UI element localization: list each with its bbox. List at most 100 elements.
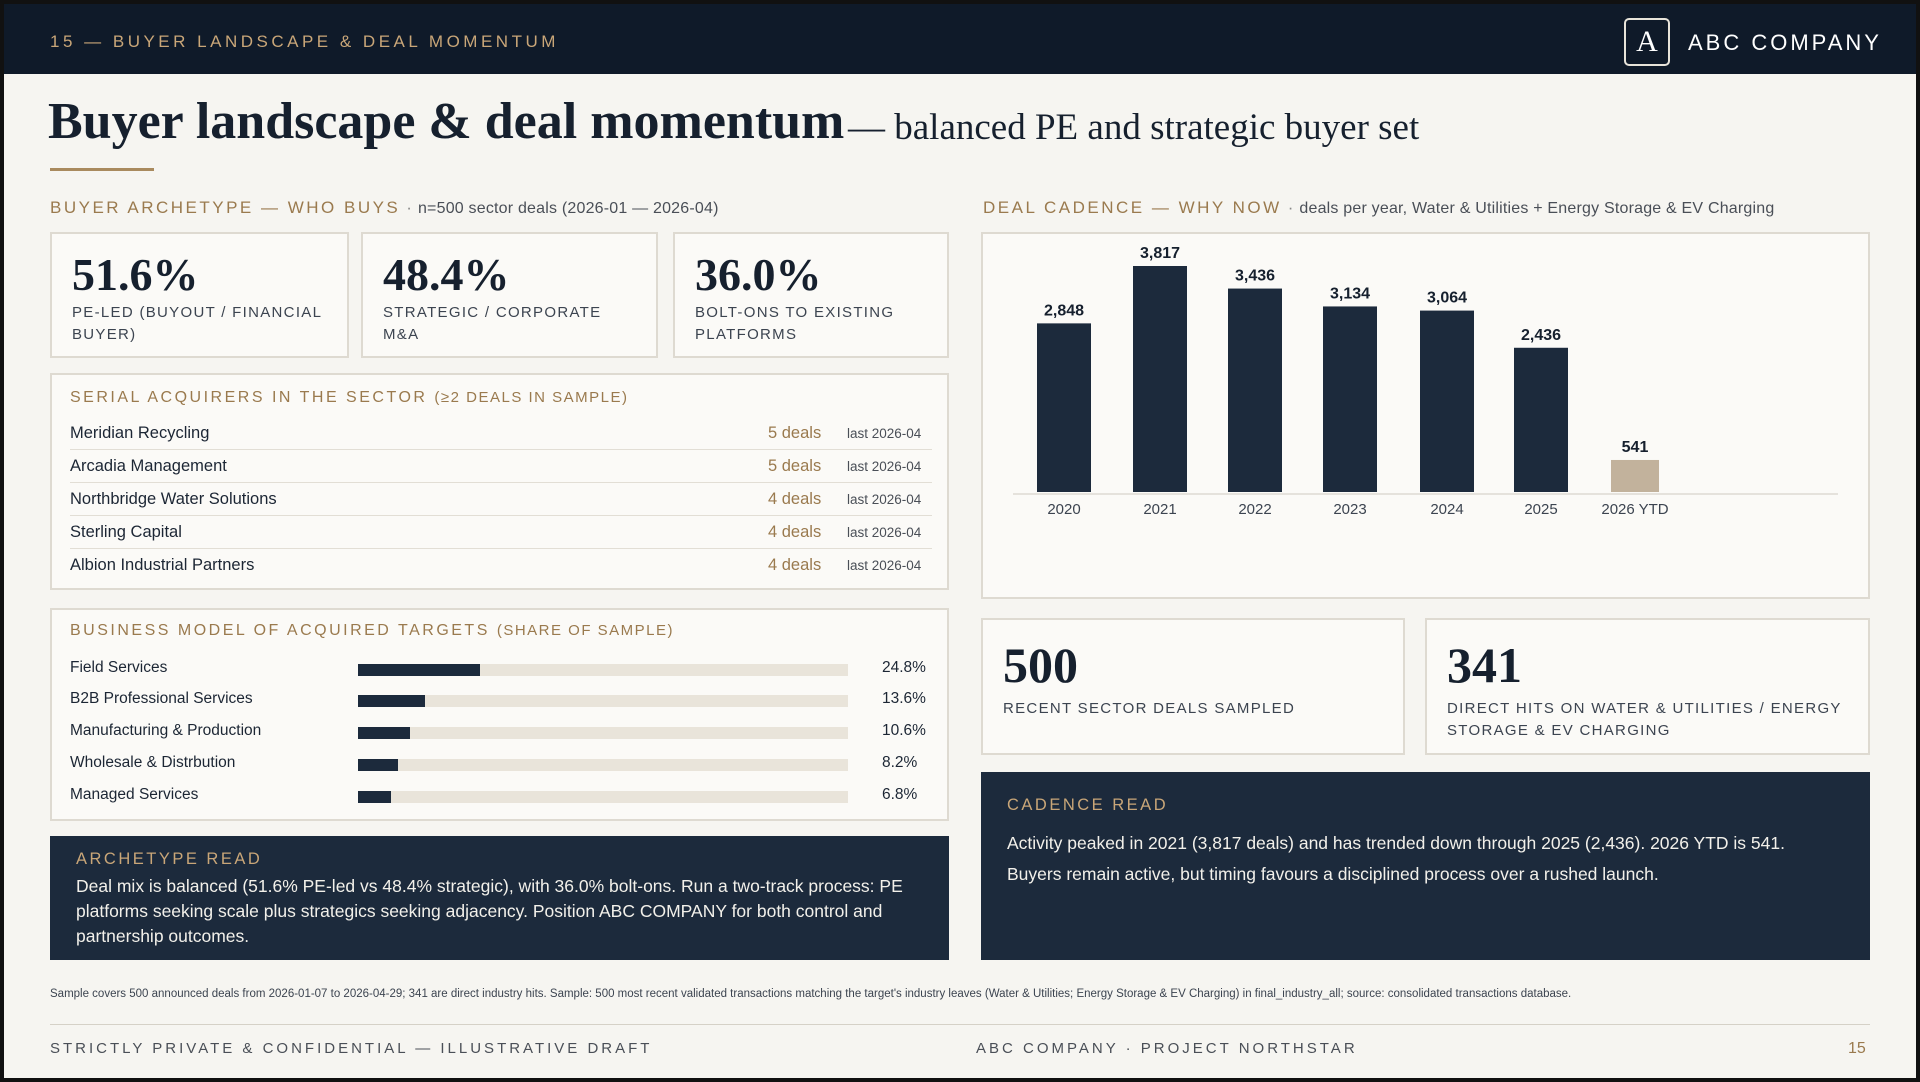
list-item: Meridian Recycling 5 deals last 2026-04 xyxy=(70,417,932,450)
acquirer-name: Northbridge Water Solutions xyxy=(70,490,277,508)
bar-track xyxy=(358,791,848,803)
bar-fill xyxy=(358,727,410,739)
acquirer-deals: 5 deals xyxy=(768,457,822,475)
x-tick-label: 2021 xyxy=(1143,501,1176,518)
list-item: Albion Industrial Partners 4 deals last … xyxy=(70,549,932,582)
kpi-label: BOLT-ONS TO EXISTING PLATFORMS xyxy=(695,304,895,343)
title-underline xyxy=(50,168,154,171)
kpi-card-pe: 51.6% PE-LED (BUYOUT / FINANCIAL BUYER) xyxy=(50,232,349,358)
bar-row-value: 8.2% xyxy=(882,754,918,771)
bar-track xyxy=(358,664,848,676)
data-label: 3,064 xyxy=(1427,290,1467,307)
archetype-sep: · xyxy=(406,198,412,217)
kpi-card-boltons: 36.0% BOLT-ONS TO EXISTING PLATFORMS xyxy=(673,232,949,358)
bar-row-value: 6.8% xyxy=(882,786,918,803)
x-tick-label: 2020 xyxy=(1047,501,1080,518)
kpi-value: 36.0% xyxy=(695,249,822,300)
page-number: 15 xyxy=(1848,1040,1866,1057)
acquirer-name: Meridian Recycling xyxy=(70,424,210,442)
bar-row-label: Managed Services xyxy=(70,786,199,803)
bar-fill xyxy=(358,695,425,707)
company-name: ABC COMPANY xyxy=(1688,30,1882,55)
bar-2024 xyxy=(1420,310,1474,492)
list-item: Arcadia Management 5 deals last 2026-04 xyxy=(70,450,932,483)
bar-fill xyxy=(358,664,480,676)
cadence-read-panel: CADENCE READ Activity peaked in 2021 (3,… xyxy=(981,772,1870,960)
cadence-read-title: CADENCE READ xyxy=(1007,796,1169,814)
confidentiality-note: STRICTLY PRIVATE & CONFIDENTIAL — ILLUST… xyxy=(50,1040,653,1057)
x-tick-label: 2022 xyxy=(1238,501,1271,518)
business-model-card: BUSINESS MODEL OF ACQUIRED TARGETS (SHAR… xyxy=(50,608,949,821)
kpi-card-strategic: 48.4% STRATEGIC / CORPORATE M&A xyxy=(361,232,658,358)
data-label: 3,134 xyxy=(1330,285,1370,302)
bar-2026-ytd xyxy=(1611,459,1659,492)
bar-row: Managed Services 6.8% xyxy=(70,781,932,811)
kpi-label: STRATEGIC / CORPORATE M&A xyxy=(383,304,602,343)
bar-row-value: 24.8% xyxy=(882,659,926,676)
acquirer-last: last 2026-04 xyxy=(847,558,922,573)
kpi-card-direct-hits: 341 DIRECT HITS ON WATER & UTILITIES / E… xyxy=(1425,618,1870,755)
business-model-title-note: (SHARE OF SAMPLE) xyxy=(496,622,675,639)
business-model-title: BUSINESS MODEL OF ACQUIRED TARGETS (SHAR… xyxy=(70,622,674,640)
cadence-note: deals per year, Water & Utilities + Ener… xyxy=(1299,200,1775,217)
list-item: Northbridge Water Solutions 4 deals last… xyxy=(70,483,932,516)
bar-chart-svg: 2,848 2020 3,817 2021 3,436 2022 3,134 2023 3,06… xyxy=(1013,245,1838,518)
bar-track xyxy=(358,727,848,739)
data-label: 2,436 xyxy=(1521,327,1561,344)
x-tick-label: 2026 YTD xyxy=(1601,501,1668,518)
cadence-sep: · xyxy=(1287,198,1294,217)
kpi-label: DIRECT HITS ON WATER & UTILITIES / ENERG… xyxy=(1447,700,1842,739)
cadence-heading: DEAL CADENCE — WHY NOW · deals per year, W… xyxy=(983,198,1774,218)
serial-acquirers-card: SERIAL ACQUIRERS IN THE SECTOR (≥2 DEALS… xyxy=(50,373,949,590)
archetype-read-panel: ARCHETYPE READ Deal mix is balanced (51.… xyxy=(50,836,949,960)
bar-2021 xyxy=(1133,266,1187,492)
bar-row: Wholesale & Distrbution 8.2% xyxy=(70,749,932,779)
acquirer-deals: 4 deals xyxy=(768,556,822,574)
kpi-value: 51.6% xyxy=(72,249,199,300)
project-name: ABC COMPANY · PROJECT NORTHSTAR xyxy=(976,1040,1358,1057)
kpi-value: 341 xyxy=(1447,637,1522,693)
x-tick-label: 2023 xyxy=(1333,501,1366,518)
acquirer-last: last 2026-04 xyxy=(847,459,922,474)
bar-row-label: B2B Professional Services xyxy=(70,690,253,707)
archetype-heading: BUYER ARCHETYPE — WHO BUYS · n=500 sector … xyxy=(50,198,719,218)
bar-row-label: Field Services xyxy=(70,659,168,676)
deal-cadence-chart: 2,848 2020 3,817 2021 3,436 2022 3,134 2023 3,06… xyxy=(981,232,1870,599)
cadence-read-body: Activity peaked in 2021 (3,817 deals) an… xyxy=(1007,833,1785,884)
acquirer-deals: 4 deals xyxy=(768,523,822,541)
bar-track xyxy=(358,759,848,771)
bar-2023 xyxy=(1323,306,1377,492)
serial-acquirers-title: SERIAL ACQUIRERS IN THE SECTOR (≥2 DEALS… xyxy=(70,389,629,407)
data-label: 541 xyxy=(1622,439,1649,456)
cadence-heading-text: DEAL CADENCE — WHY NOW xyxy=(983,198,1282,217)
x-tick-label: 2024 xyxy=(1430,501,1463,518)
acquirer-deals: 4 deals xyxy=(768,490,822,508)
kpi-value: 500 xyxy=(1003,637,1078,693)
bar-row: Field Services 24.8% xyxy=(70,654,932,684)
bar-row-label: Manufacturing & Production xyxy=(70,722,262,739)
bar-row-value: 10.6% xyxy=(882,722,926,739)
acquirer-last: last 2026-04 xyxy=(847,525,922,540)
page-title: Buyer landscape & deal momentum xyxy=(48,93,845,150)
breadcrumb: 15 — BUYER LANDSCAPE & DEAL MOMENTUM xyxy=(50,32,559,51)
bar-row: Manufacturing & Production 10.6% xyxy=(70,717,932,747)
acquirer-name: Albion Industrial Partners xyxy=(70,556,255,574)
acquirer-name: Arcadia Management xyxy=(70,457,227,475)
footnote: Sample covers 500 announced deals from 2… xyxy=(50,988,1572,1000)
kpi-label: RECENT SECTOR DEALS SAMPLED xyxy=(1003,700,1296,717)
bar-fill xyxy=(358,791,392,803)
list-item: Sterling Capital 4 deals last 2026-04 xyxy=(70,516,932,549)
serial-acquirers-title-note: (≥2 DEALS IN SAMPLE) xyxy=(434,389,629,406)
page-subtitle: — balanced PE and strategic buyer set xyxy=(848,107,1420,148)
bar-row: B2B Professional Services 13.6% xyxy=(70,685,932,715)
data-label: 3,436 xyxy=(1235,268,1275,285)
serial-acquirers-title-text: SERIAL ACQUIRERS IN THE SECTOR xyxy=(70,389,428,406)
company-logo-icon: A xyxy=(1624,18,1670,66)
acquirer-deals: 5 deals xyxy=(768,424,822,442)
bar-2025 xyxy=(1514,347,1568,492)
archetype-note: n=500 sector deals (2026-01 — 2026-04) xyxy=(417,200,719,217)
bar-2022 xyxy=(1228,288,1282,492)
bar-row-value: 13.6% xyxy=(882,690,926,707)
kpi-card-deals-sampled: 500 RECENT SECTOR DEALS SAMPLED xyxy=(981,618,1405,755)
archetype-read-title: ARCHETYPE READ xyxy=(76,850,263,868)
